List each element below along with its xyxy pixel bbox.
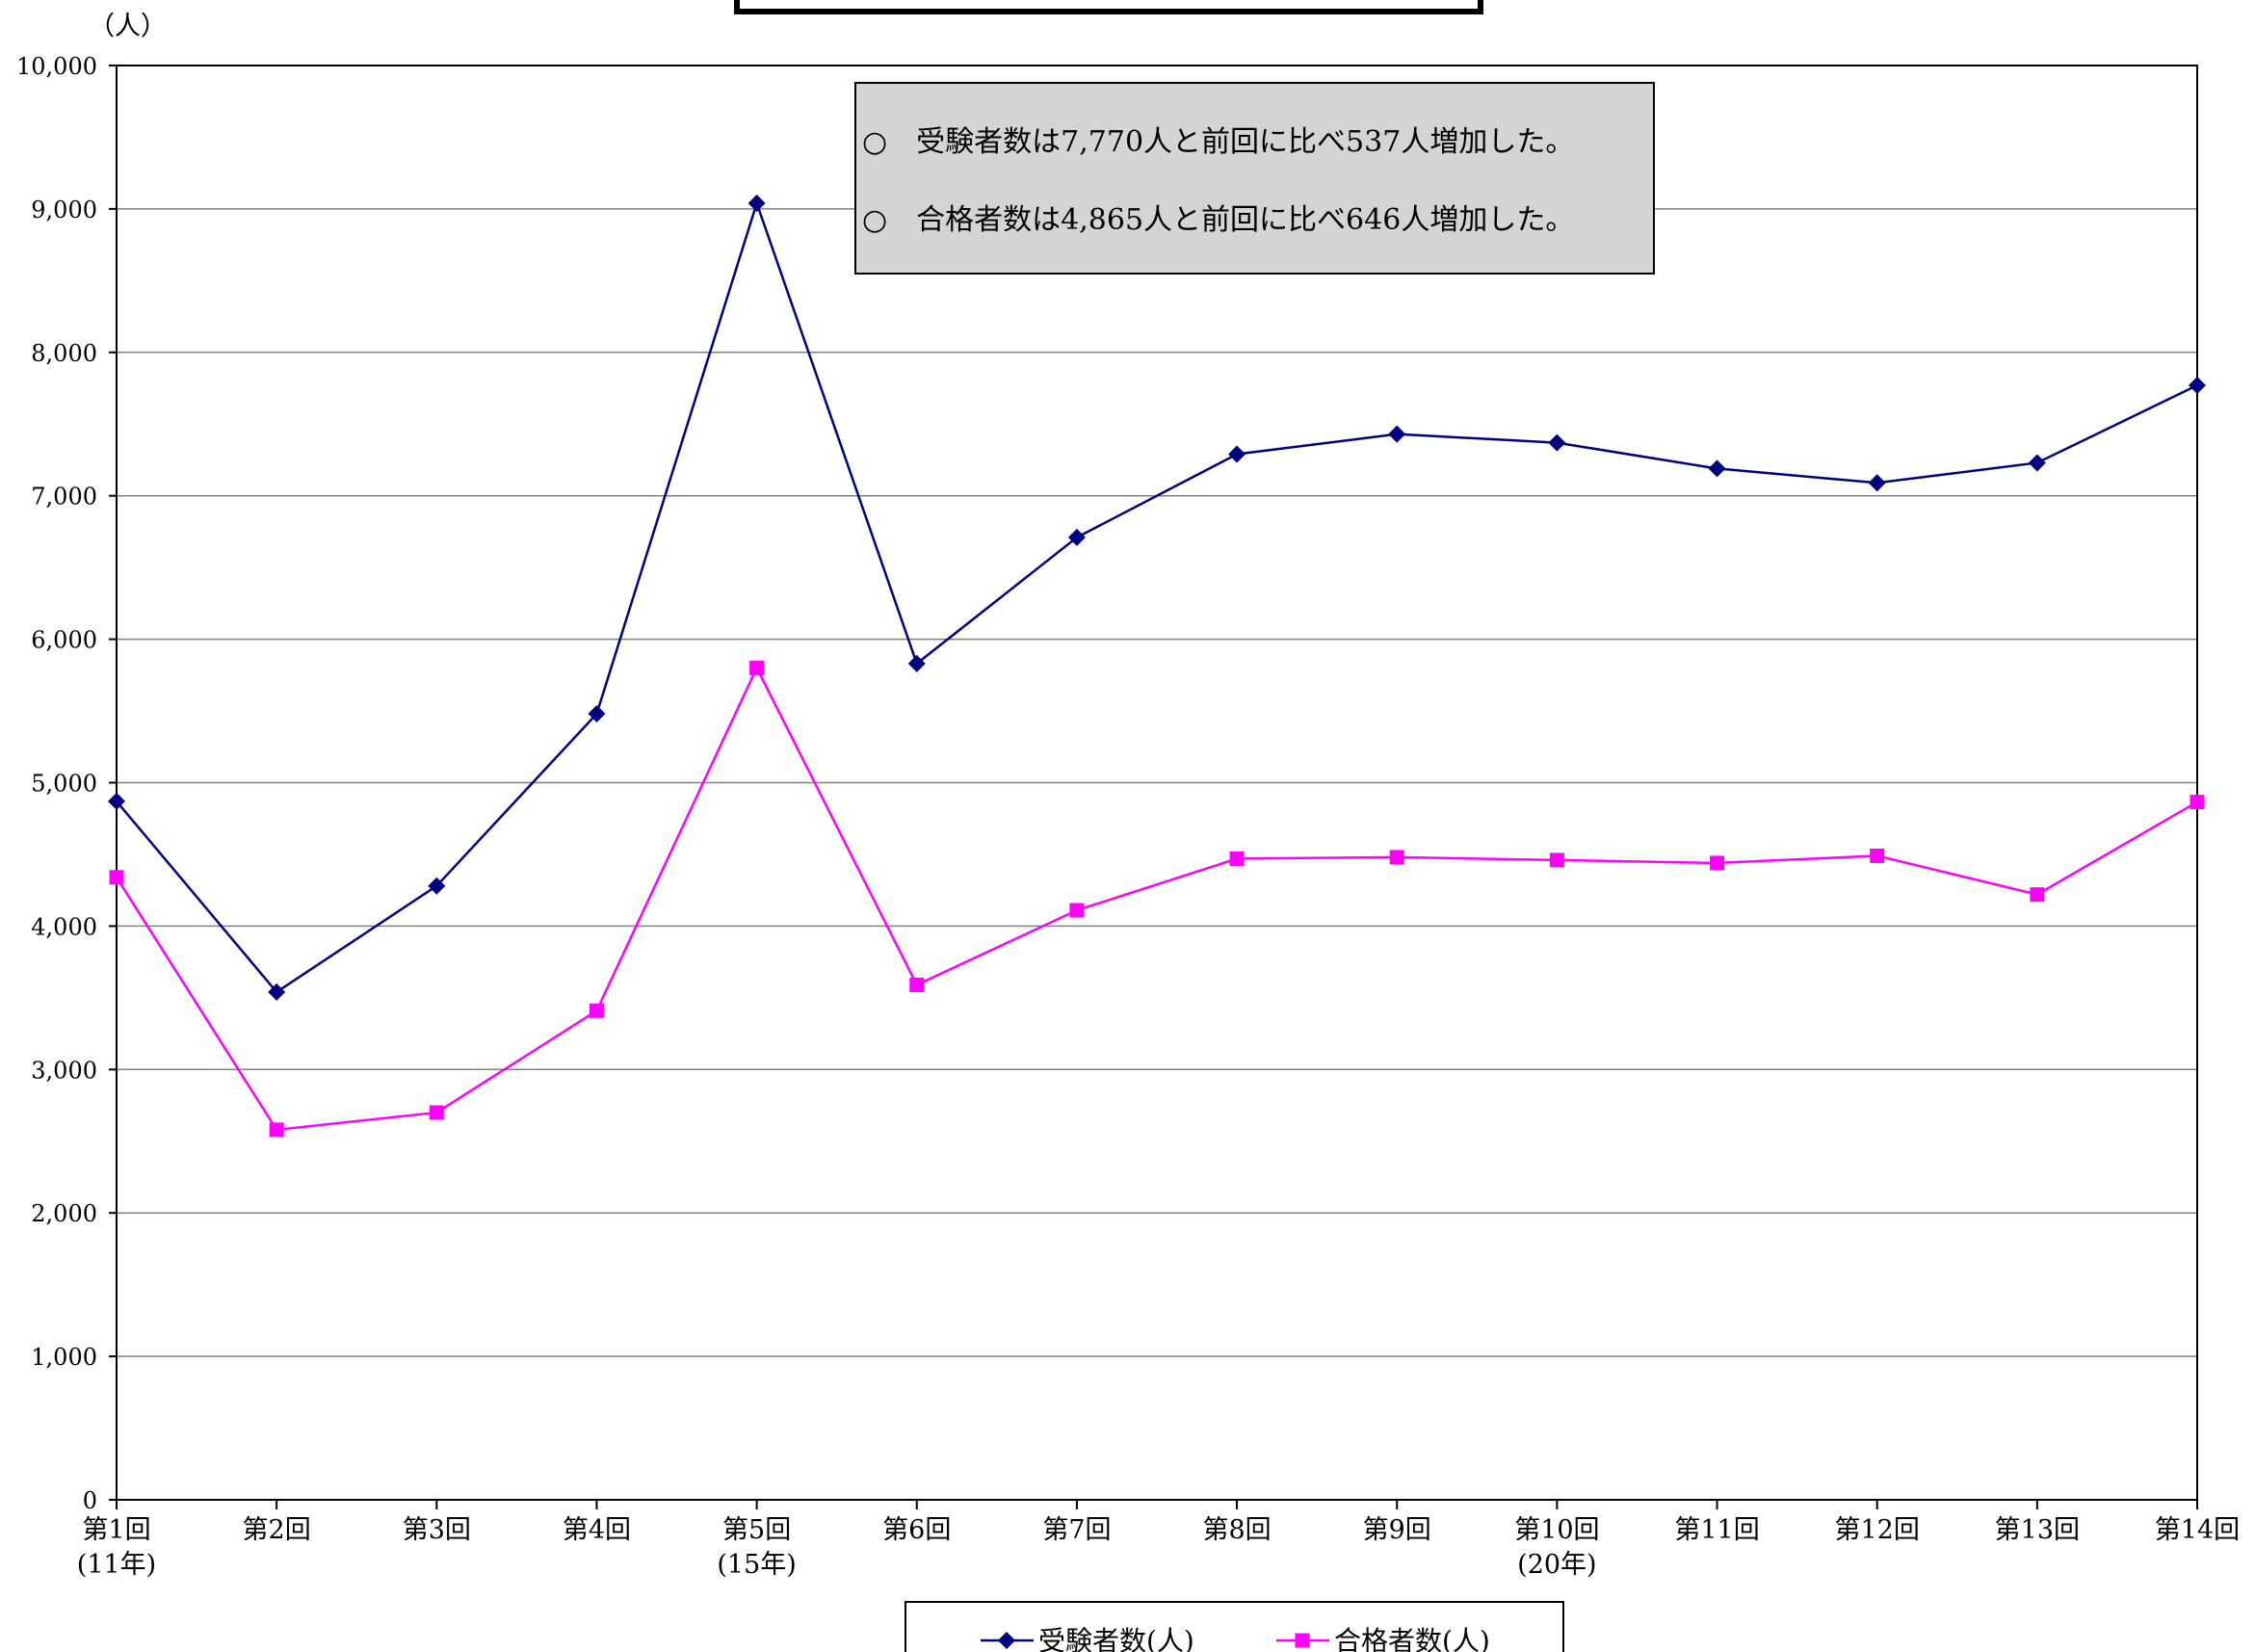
y-tick-label: 8,000: [31, 340, 97, 367]
series-1-point: [1388, 425, 1406, 443]
x-tick-label: 第12回: [1835, 1515, 1920, 1545]
series-2-point: [1069, 903, 1085, 918]
series-2-point: [749, 660, 765, 675]
series-1-point: [1067, 528, 1086, 546]
series-2-point: [589, 1003, 604, 1018]
series-2-point: [1229, 851, 1245, 866]
x-tick-label: 第4回: [563, 1515, 631, 1545]
series-2-line: [115, 665, 2198, 1132]
series-2: [109, 660, 2205, 1138]
series-2-point: [2189, 795, 2205, 810]
legend-items: 受験者数(人) 合格者数(人): [981, 1625, 1490, 1652]
series-1-point: [588, 705, 606, 723]
series-2-point: [109, 870, 124, 885]
series-1-point: [428, 877, 446, 895]
y-tick-label: 2,000: [31, 1200, 97, 1227]
series-1-point: [108, 792, 125, 810]
series-2-point: [269, 1122, 284, 1138]
series-1-point: [2028, 454, 2046, 472]
y-tick-label: 1,000: [31, 1344, 97, 1371]
x-tick-label: 第7回: [1042, 1515, 1111, 1545]
x-tick-label: 第3回: [403, 1515, 471, 1545]
series-2-point: [1389, 850, 1404, 865]
series-layer: [108, 194, 2206, 1138]
x-tick-label: 第10回: [1514, 1515, 1599, 1545]
series-1-point: [268, 983, 286, 1001]
legend: 受験者数(人) 合格者数(人): [905, 1601, 1564, 1652]
x-tick-label: 第8回: [1202, 1515, 1271, 1545]
y-tick-label: 6,000: [31, 627, 97, 654]
x-tick-label: 第5回: [722, 1515, 791, 1545]
series-1-point: [1868, 474, 1886, 492]
series-1-point: [907, 654, 926, 672]
series-1-point: [1548, 433, 1566, 452]
series-1-point: [1708, 459, 1726, 478]
x-axis: 第1回 (11年) 第2回 第3回 第4回 第5回 (15年) 第6回 第7回 第8回 第9回 第10…: [77, 1500, 2240, 1580]
series-2-point: [1710, 855, 1725, 871]
annotation-2: ○ 合格者数は4,865人と前回に比べ646人増加した。: [862, 203, 1574, 237]
series-2-point: [429, 1105, 444, 1120]
x-tick-sublabel: (20年): [1517, 1550, 1596, 1580]
series-2-point: [909, 977, 925, 992]
x-tick-sublabel: (11年): [77, 1550, 156, 1580]
series-2-point: [2030, 887, 2045, 903]
x-tick-label: 第6回: [882, 1515, 951, 1545]
y-tick-label: 7,000: [31, 484, 97, 511]
y-unit-label: （人）: [89, 12, 167, 41]
x-tick-label: 第9回: [1363, 1515, 1431, 1545]
series-1-point: [2189, 377, 2206, 395]
series-1-line: [116, 198, 2198, 994]
series-1-point: [1228, 445, 1246, 463]
x-tick-label: 第14回: [2155, 1515, 2240, 1545]
series-2-point: [1870, 848, 1885, 863]
y-tick-label: 5,000: [31, 771, 97, 798]
series-2-point: [1549, 852, 1564, 868]
y-tick-label: 0: [83, 1487, 97, 1514]
legend-marker: [998, 1632, 1015, 1649]
y-tick-label: 4,000: [31, 913, 97, 940]
legend-marker: [1295, 1633, 1310, 1648]
title-box: [734, 0, 1483, 14]
y-axis: 0 1,000 2,000 3,000 4,000 5,000 6,000 7,000 8,00…: [16, 53, 117, 1514]
annotation-box: ○ 受験者数は7,770人と前回に比べ537人増加した。 ○ 合格者数は4,86…: [854, 82, 1655, 275]
y-tick-label: 9,000: [31, 197, 97, 223]
series-1-point: [747, 194, 766, 212]
x-tick-label: 第2回: [243, 1515, 311, 1545]
y-tick-label: 3,000: [31, 1057, 97, 1084]
legend-label: 合格者数(人): [1334, 1625, 1490, 1652]
x-tick-label: 第1回: [82, 1515, 150, 1545]
x-tick-label: 第11回: [1674, 1515, 1759, 1545]
annotation-1: ○ 受験者数は7,770人と前回に比べ537人増加した。: [862, 125, 1574, 159]
y-tick-label: 10,000: [16, 53, 97, 80]
x-tick-sublabel: (15年): [717, 1550, 796, 1580]
gridlines: [117, 208, 2197, 1357]
series-1: [108, 194, 2206, 1001]
x-tick-label: 第13回: [1995, 1515, 2080, 1545]
legend-label: 受験者数(人): [1038, 1625, 1194, 1652]
